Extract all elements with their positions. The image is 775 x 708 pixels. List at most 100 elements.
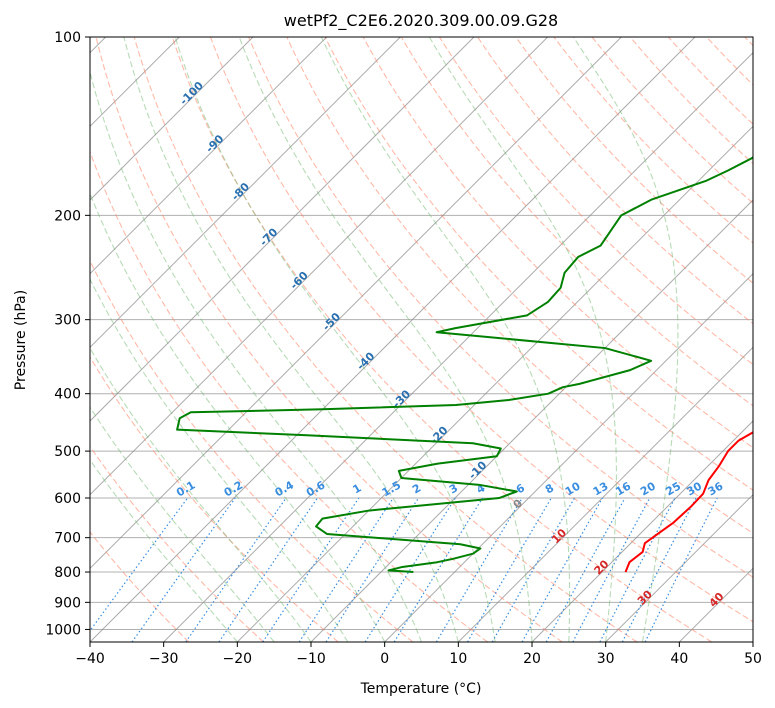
mixing-ratio-label: 10 [563, 479, 583, 498]
mixing-ratio-line [572, 497, 651, 642]
moist-adiabat [90, 277, 349, 642]
y-tick-label: 600 [54, 491, 81, 507]
dry-adiabat [95, 37, 563, 642]
dry-adiabat [286, 37, 753, 534]
mixing-ratio-line [90, 497, 189, 632]
mixing-ratio-line [435, 497, 523, 642]
dry-adiabat [90, 356, 339, 642]
dewpoint-profile-line [176, 155, 753, 574]
y-tick-label: 400 [54, 387, 81, 403]
x-tick-label: −20 [223, 651, 253, 667]
mixing-ratio-line [325, 497, 419, 642]
isotherm-line [678, 567, 753, 642]
dry-adiabat [90, 150, 488, 642]
isotherm-label: -60 [288, 269, 311, 292]
mixing-ratio-label: 1 [351, 481, 364, 496]
isotherm-label: -90 [203, 132, 226, 155]
isotherm-label: -50 [320, 310, 343, 333]
moist-adiabat [90, 459, 238, 642]
mixing-ratio-label: 13 [591, 480, 611, 499]
plot-frame [89, 36, 754, 643]
dry-adiabat [706, 37, 753, 86]
isotherm-line [531, 420, 753, 642]
x-tick-label: −40 [75, 651, 105, 667]
isotherm-label: -10 [466, 458, 489, 481]
moist-adiabat [90, 70, 423, 642]
mixing-ratio-line [393, 497, 484, 642]
mixing-ratio-label: 20 [638, 479, 658, 498]
y-axis-ticks: 100 200 300 400 500 600 700 800 900 1000 [45, 30, 90, 638]
mixing-ratio-label: 6 [514, 481, 527, 496]
isotherm-label: 30 [635, 587, 655, 607]
isotherm-line [605, 493, 753, 642]
dry-adiabat [133, 37, 638, 642]
y-tick-label: 100 [54, 30, 81, 46]
moist-adiabat [90, 192, 386, 642]
y-tick-label: 200 [54, 208, 81, 224]
isotherm-label: 10 [549, 526, 569, 546]
x-axis-label: Temperature (°C) [360, 681, 482, 697]
moist-adiabat [123, 37, 459, 642]
dry-adiabat [248, 37, 753, 578]
moist-adiabat [238, 37, 533, 642]
isobar-grid [90, 37, 753, 630]
x-tick-label: −30 [149, 651, 179, 667]
y-axis-label: Pressure (hPa) [13, 290, 29, 390]
dry-adiabat [591, 37, 753, 204]
mixing-ratio-line [621, 497, 697, 642]
dry-adiabat [90, 531, 190, 642]
mixing-ratio-line [644, 497, 718, 642]
isotherm-label: -80 [229, 180, 252, 203]
x-tick-label: 50 [744, 651, 762, 667]
isotherm-line [90, 37, 622, 570]
moist-adiabat [90, 406, 275, 642]
mixing-ratio-line [262, 497, 360, 642]
dry-adiabat [438, 37, 753, 366]
y-tick-label: 900 [54, 595, 81, 611]
isotherm-line [752, 641, 753, 642]
sounding-profiles [176, 155, 753, 574]
dry-adiabat [744, 37, 753, 47]
x-tick-label: 20 [523, 651, 541, 667]
moist-adiabat [174, 37, 496, 642]
x-tick-label: 10 [449, 651, 467, 667]
mixing-ratio-label: 25 [663, 480, 683, 499]
y-tick-label: 700 [54, 531, 81, 547]
mixing-ratio-label: 0.4 [273, 478, 297, 499]
isotherm-line [310, 199, 753, 642]
isotherm-line [90, 37, 549, 496]
mixing-ratio-line [545, 497, 626, 642]
y-tick-label: 1000 [45, 622, 81, 638]
mixing-ratio-label: 2 [410, 481, 423, 496]
x-tick-label: −10 [296, 651, 326, 667]
mixing-ratio-line [466, 497, 552, 642]
chart-title: wetPf2_C2E6.2020.309.00.09.G28 [284, 11, 558, 31]
moist-adiabat [428, 37, 617, 642]
isotherm-label: -70 [257, 225, 280, 248]
dry-adiabats [90, 37, 753, 642]
dry-adiabat [90, 445, 264, 642]
moist-adiabat [572, 37, 679, 642]
isotherm-line [163, 51, 753, 642]
x-tick-label: 0 [380, 651, 389, 667]
dry-adiabat [209, 37, 753, 623]
isotherm-label: 40 [707, 590, 727, 610]
isotherm-label: -20 [427, 424, 450, 447]
dry-adiabat [400, 37, 753, 407]
dry-adiabat [90, 259, 414, 642]
isotherm-line [90, 37, 475, 422]
x-tick-label: 30 [597, 651, 615, 667]
moist-adiabat [90, 347, 312, 642]
isotherm-label: -100 [177, 79, 206, 108]
dry-adiabat [515, 37, 753, 284]
isotherm-line [90, 37, 254, 201]
isotherm-line [90, 37, 328, 275]
x-tick-label: 40 [670, 651, 688, 667]
mixing-ratio-line [218, 497, 318, 642]
mixing-ratio-line [131, 497, 236, 642]
y-tick-label: 800 [54, 565, 81, 581]
isotherm-line [90, 37, 401, 349]
y-tick-label: 300 [54, 313, 81, 329]
